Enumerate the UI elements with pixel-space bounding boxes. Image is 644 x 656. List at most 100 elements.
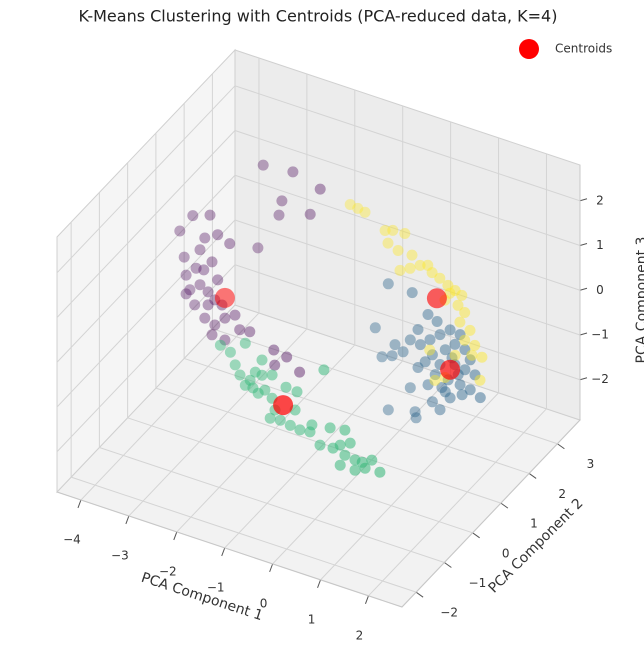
grid-line <box>99 447 445 563</box>
point <box>199 312 211 324</box>
point <box>409 406 421 418</box>
tick-label: −1 <box>207 580 225 594</box>
grid-line <box>234 85 581 202</box>
point <box>419 356 431 368</box>
point <box>259 384 271 396</box>
point <box>429 369 441 381</box>
point <box>318 364 330 376</box>
point <box>252 387 264 399</box>
point <box>324 422 336 434</box>
x-axis-label: PCA Component 1 <box>139 570 265 624</box>
point <box>442 279 454 291</box>
point <box>180 269 192 281</box>
point <box>174 225 186 237</box>
tick-mark <box>444 562 452 568</box>
point <box>273 209 285 221</box>
tick-label: 2 <box>596 193 604 207</box>
point <box>454 379 466 391</box>
point <box>229 359 241 371</box>
z-axis-label: PCA Component 3 <box>634 237 644 364</box>
grid-line <box>224 360 404 549</box>
grid-line <box>183 357 530 474</box>
tick-mark <box>579 198 588 202</box>
point <box>204 209 216 221</box>
point <box>268 344 280 356</box>
point <box>464 384 476 396</box>
point <box>202 286 214 298</box>
tick-label: 1 <box>596 238 604 252</box>
point <box>194 244 206 256</box>
point <box>224 346 236 358</box>
grid-line <box>56 85 236 274</box>
point <box>452 299 464 311</box>
tick-label: 0 <box>596 283 604 297</box>
tick-mark <box>472 532 480 539</box>
tick-mark <box>173 531 178 541</box>
point <box>234 324 246 336</box>
point <box>454 316 466 328</box>
point <box>257 159 269 171</box>
legend: Centroids <box>519 39 612 59</box>
point <box>456 289 468 301</box>
point <box>206 329 218 341</box>
point <box>294 366 306 378</box>
y-axis-label: PCA Component 2 <box>485 495 586 596</box>
point <box>426 349 438 361</box>
tick-label: −3 <box>111 548 129 562</box>
point <box>434 329 446 341</box>
tick-mark <box>500 502 509 509</box>
point <box>466 349 478 361</box>
point <box>359 206 371 218</box>
point <box>359 462 371 474</box>
point <box>376 351 388 363</box>
point <box>406 287 418 299</box>
point <box>454 329 466 341</box>
point <box>459 364 471 376</box>
tick-label: 3 <box>587 457 595 471</box>
point <box>284 419 296 431</box>
point <box>382 404 394 416</box>
point <box>387 224 399 236</box>
centroid <box>426 288 447 309</box>
point <box>184 284 196 296</box>
point <box>456 389 468 401</box>
point <box>426 267 438 279</box>
grid-line <box>368 408 547 597</box>
point <box>444 287 456 299</box>
point <box>239 379 251 391</box>
grid-line <box>56 130 236 318</box>
point <box>234 369 246 381</box>
grid-line <box>127 417 473 534</box>
tick-mark <box>269 563 274 573</box>
point <box>219 312 231 324</box>
tick-mark <box>579 377 588 381</box>
point <box>244 374 256 386</box>
point <box>180 288 192 300</box>
grid-line <box>128 328 308 517</box>
point <box>410 412 422 424</box>
point <box>352 202 364 214</box>
legend-label: Centroids <box>555 42 612 56</box>
point <box>406 249 418 261</box>
tick-label: 1 <box>308 612 316 626</box>
point <box>469 369 481 381</box>
point <box>397 346 409 358</box>
point <box>214 339 226 351</box>
point <box>206 256 218 268</box>
point <box>247 382 259 394</box>
grid-line <box>234 130 581 247</box>
point <box>344 437 356 449</box>
point <box>414 339 426 351</box>
centroid <box>440 359 461 380</box>
tick-mark <box>579 287 588 291</box>
point <box>202 299 214 311</box>
point <box>334 439 346 451</box>
tick-label: 2 <box>558 487 566 501</box>
point <box>269 359 281 371</box>
point <box>249 366 261 378</box>
point <box>382 237 394 249</box>
grid-line <box>320 392 499 581</box>
point <box>314 183 326 195</box>
point <box>382 278 394 290</box>
